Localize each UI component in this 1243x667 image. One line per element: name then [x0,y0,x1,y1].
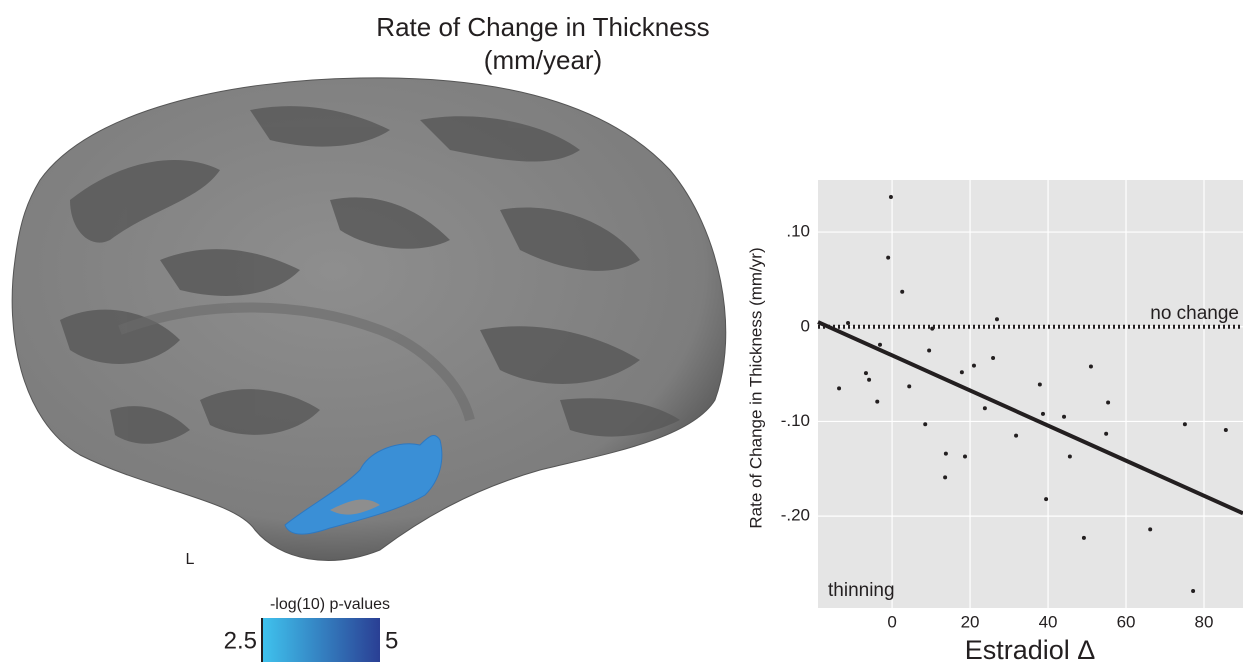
point [888,195,893,200]
point [1062,414,1067,419]
point [1148,527,1153,532]
fit-line [817,320,1243,516]
point [1081,535,1086,540]
y-tick-label: -.20 [781,506,810,525]
point [867,377,872,382]
point [991,356,996,361]
y-tick-label: 0 [801,316,810,335]
point [927,348,932,353]
point [962,454,967,459]
colorbar [262,618,380,662]
x-tick-label: 60 [1117,612,1136,631]
point [1067,454,1072,459]
reference-label: no change [1150,303,1239,324]
point [1088,364,1093,369]
point [1014,433,1019,438]
point [943,451,948,456]
point [1106,400,1111,405]
point [982,406,987,411]
hemisphere-label: L [186,551,195,568]
title: Rate of Change in Thickness [376,12,709,42]
annotation: thinning [828,580,895,601]
x-tick-label: 20 [961,612,980,631]
point [1040,411,1045,416]
point [1223,427,1228,432]
point [1182,422,1187,427]
point [863,371,868,376]
x-tick-label: 80 [1195,612,1214,631]
point [923,422,928,427]
y-tick-label: .10 [786,222,810,241]
point [907,384,912,389]
point [930,326,935,331]
point [886,255,891,260]
point [875,399,880,404]
point [837,386,842,391]
point [1044,497,1049,502]
point [943,475,948,480]
point [1037,382,1042,387]
point [971,363,976,368]
point [959,370,964,375]
point [1191,588,1196,593]
point [994,317,999,322]
colorbar-title: -log(10) p-values [270,596,390,613]
colorbar-tick-label: 2.5 [224,627,257,654]
title: (mm/year) [484,45,602,75]
point [846,320,851,325]
brain-surface [11,77,727,561]
plot-panel [818,180,1243,608]
x-axis-label: Estradiol Δ [965,635,1096,665]
point [877,342,882,347]
point [1104,431,1109,436]
x-tick-label: 0 [887,612,896,631]
colorbar-tick-label: 5 [385,627,398,654]
x-tick-label: 40 [1039,612,1058,631]
y-axis-label: Rate of Change in Thickness (mm/yr) [746,247,765,528]
y-tick-label: -.10 [781,411,810,430]
point [900,289,905,294]
